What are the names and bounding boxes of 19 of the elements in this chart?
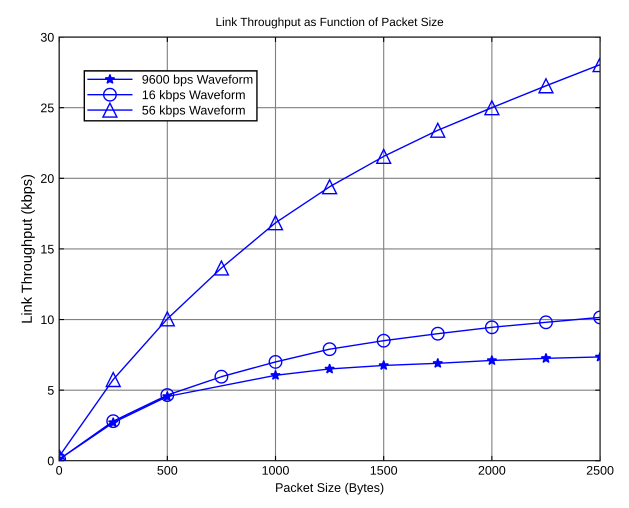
y-tick-label: 20	[40, 174, 54, 183]
y-tick-label: 15	[41, 244, 54, 254]
legend-label: 9600 bps Waveform	[142, 74, 252, 86]
x-tick-label: 2000	[478, 466, 506, 475]
x-tick-label: 1000	[262, 466, 289, 475]
legend-label: 56 kbps Waveform	[142, 105, 245, 118]
y-tick-label: 30	[40, 32, 54, 42]
x-tick-label: 2500	[586, 466, 614, 475]
y-tick-label: 25	[40, 103, 54, 112]
chart-title: Link Throughput as Function of Packet Size	[216, 17, 444, 28]
x-tick-label: 500	[157, 466, 178, 475]
x-tick-label: 0	[56, 466, 62, 475]
y-tick-label: 10	[41, 315, 54, 324]
x-tick-label: 1500	[370, 466, 398, 475]
x-axis-title: Packet Size (Bytes)	[276, 482, 384, 494]
y-tick-label: 0	[48, 456, 54, 466]
legend-label: 16 kbps Waveform	[142, 90, 245, 102]
y-axis-title: Link Throughput (kbps)	[21, 174, 35, 323]
y-tick-label: 5	[48, 386, 54, 395]
